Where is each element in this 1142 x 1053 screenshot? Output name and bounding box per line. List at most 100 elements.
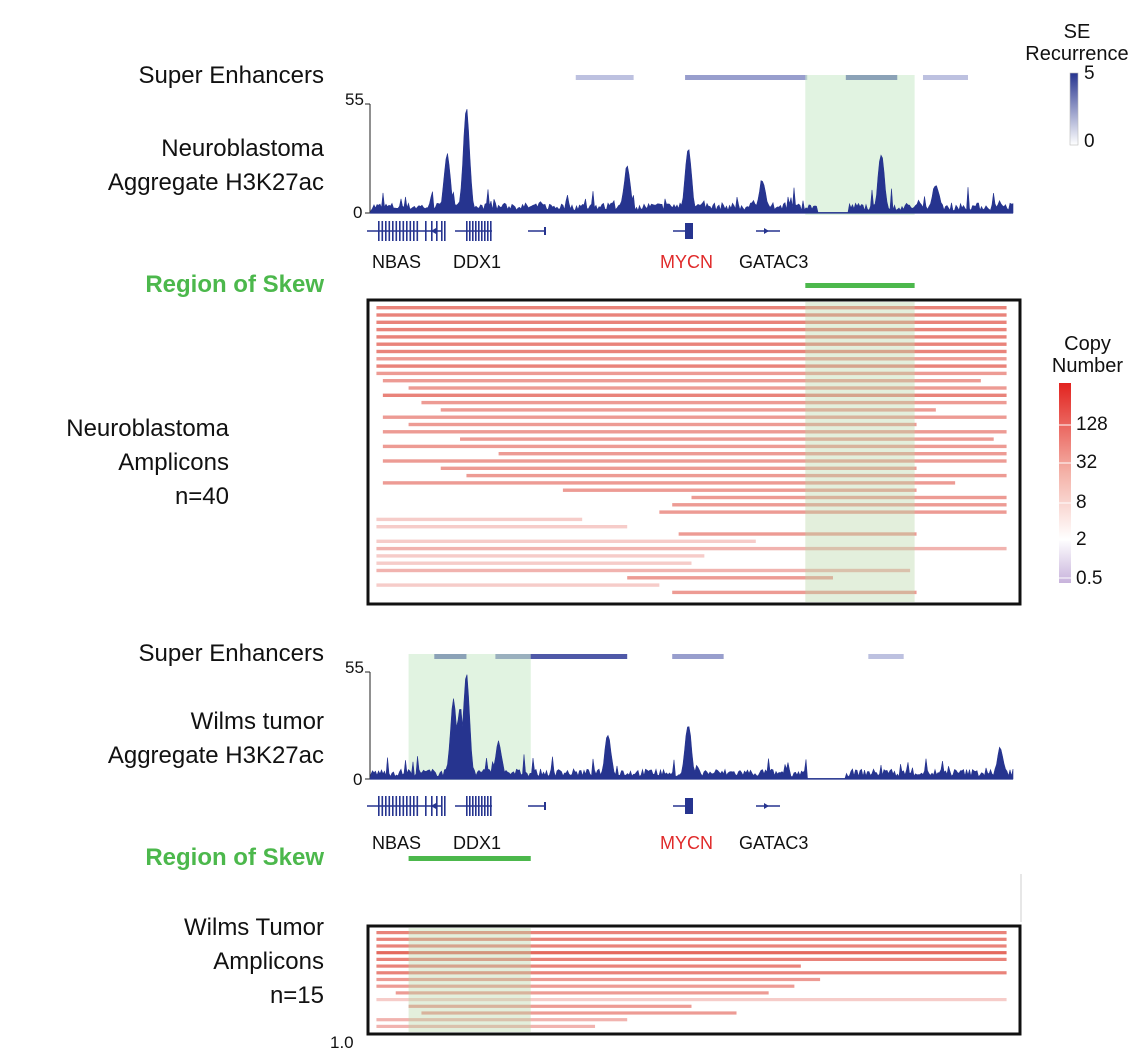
wt-amplicon-bar bbox=[395, 991, 769, 995]
nb-gene-exon bbox=[385, 221, 387, 241]
gene-label-ddx1-wt: DDX1 bbox=[453, 833, 502, 853]
gene-label-gatac3-nb: GATAC3 bbox=[739, 252, 809, 272]
nb-amplicon-bar bbox=[382, 444, 1007, 449]
nb-amplicon-bar bbox=[466, 473, 1007, 478]
nb-amplicon-bar bbox=[382, 430, 1007, 434]
se-legend-colorbar bbox=[1069, 72, 1079, 146]
nb-amplicon-bar bbox=[408, 386, 1007, 390]
wt-amplicon-bar bbox=[376, 951, 1007, 955]
wt-gene-exon bbox=[402, 796, 405, 816]
wt-gene-exon bbox=[469, 796, 471, 816]
wt-gene-exon bbox=[466, 796, 468, 816]
nb-gene-exon bbox=[487, 221, 489, 241]
wt-amplicon-bar bbox=[376, 998, 1007, 1002]
nb-gene-exon bbox=[413, 221, 415, 241]
nb-gene-exon bbox=[392, 221, 394, 241]
nb-amplicon-bar bbox=[672, 503, 1007, 507]
region-of-skew-label-nb: Region of Skew bbox=[145, 271, 324, 298]
nb-skew-highlight-heatmap bbox=[805, 302, 915, 602]
wt-gene-exon bbox=[406, 796, 408, 816]
nb-amplicon-bar bbox=[562, 488, 917, 492]
nb-amplicon-bar bbox=[382, 393, 1007, 397]
wt-gene-exon bbox=[381, 796, 384, 816]
cn-legend-tick: 2 bbox=[1076, 529, 1087, 550]
wt-gene-exon bbox=[392, 796, 394, 816]
nb-gene-strand-arrow bbox=[764, 228, 769, 234]
nb-amplicons-line3: n=40 bbox=[174, 483, 229, 510]
nb-gene-exon bbox=[399, 221, 401, 241]
nb-amplicon-bar bbox=[627, 576, 833, 580]
wt-gene-exon bbox=[475, 796, 477, 816]
nb-gene-exon bbox=[378, 221, 380, 241]
wt-gene-exon bbox=[478, 796, 480, 816]
wt-super-enhancer-bar bbox=[672, 654, 724, 659]
wt-gene-exon bbox=[395, 796, 398, 816]
nb-gene-exon bbox=[689, 223, 692, 239]
nb-super-enhancer-bar bbox=[922, 75, 968, 80]
nb-amplicon-bar bbox=[376, 561, 692, 565]
wt-axis-min: 0 bbox=[353, 770, 363, 789]
nb-amplicons-line2: Amplicons bbox=[118, 449, 229, 476]
wt-gene-exon bbox=[425, 796, 427, 816]
nb-gene-exon bbox=[472, 221, 474, 241]
wt-region-of-skew-bar bbox=[408, 856, 531, 861]
wt-amplicons-line3: n=15 bbox=[269, 982, 324, 1009]
cn-legend-title-line1: Copy bbox=[1064, 333, 1111, 355]
nb-amplicon-bar bbox=[382, 481, 956, 485]
nb-gene-exon bbox=[409, 221, 412, 241]
wt-gene-exon bbox=[484, 796, 486, 816]
gene-label-nbas-nb: NBAS bbox=[372, 252, 422, 272]
wt-amplicons-line2: Amplicons bbox=[213, 948, 324, 975]
wt-gene-exon bbox=[388, 796, 391, 816]
wt-amplicon-bar bbox=[376, 937, 1007, 941]
nb-amplicon-bar bbox=[691, 495, 1007, 500]
gene-label-mycn-wt: MYCN bbox=[660, 833, 713, 853]
region-of-skew-label-wt: Region of Skew bbox=[145, 844, 324, 871]
nb-amplicon-bar bbox=[659, 510, 1007, 514]
nb-amplicon-bar bbox=[376, 517, 583, 522]
nb-amplicons-line1: Neuroblastoma bbox=[66, 415, 229, 442]
nb-amplicon-bar bbox=[376, 320, 1007, 324]
nb-amplicon-bar bbox=[498, 452, 1007, 456]
nb-amplicon-bar bbox=[382, 415, 1007, 419]
nb-gene-exon bbox=[444, 221, 446, 241]
wt-gene-exon bbox=[481, 796, 483, 816]
wt-gene-strand-arrow bbox=[431, 803, 436, 809]
nb-gene-exon bbox=[425, 221, 427, 241]
nb-gene-strand-arrow bbox=[431, 228, 436, 234]
se-legend-max: 5 bbox=[1084, 63, 1095, 84]
nb-amplicon-bar bbox=[376, 349, 1007, 354]
wt-gene-exon bbox=[399, 796, 401, 816]
nb-amplicon-bar bbox=[376, 327, 1007, 332]
wt-amplicon-bar bbox=[376, 1018, 628, 1022]
cn-legend-tick: 0.5 bbox=[1076, 568, 1103, 589]
wt-gene-exon bbox=[378, 796, 380, 816]
nb-super-enhancer-bar bbox=[575, 75, 634, 80]
wt-amplicon-bar bbox=[376, 977, 821, 982]
nb-gene-exon bbox=[381, 221, 384, 241]
nb-amplicon-bar bbox=[460, 437, 994, 441]
nb-skew-highlight-track bbox=[805, 75, 915, 215]
nb-amplicon-bar bbox=[408, 422, 917, 427]
wt-gene-exon bbox=[544, 802, 546, 810]
wt-gene-exon bbox=[689, 798, 692, 814]
wt-signal-area bbox=[369, 674, 1014, 780]
nb-gene-exon bbox=[481, 221, 483, 241]
wt-axis-max: 55 bbox=[345, 658, 364, 677]
cn-legend-title: Copy Number bbox=[1040, 333, 1135, 377]
nb-gene-exon bbox=[402, 221, 405, 241]
wt-gene-exon bbox=[444, 796, 446, 816]
nb-gene-exon bbox=[544, 227, 546, 235]
cn-legend-tick: 8 bbox=[1076, 492, 1087, 513]
wt-gene-exon bbox=[413, 796, 415, 816]
cn-legend-tick: 32 bbox=[1076, 452, 1098, 473]
nb-gene-exon bbox=[436, 221, 438, 241]
wt-amplicon-bar bbox=[421, 1011, 737, 1015]
nb-gene-exon bbox=[441, 221, 443, 241]
wt-gene-exon bbox=[385, 796, 387, 816]
wt-amplicon-bar bbox=[376, 964, 801, 968]
gene-label-gatac3-wt: GATAC3 bbox=[739, 833, 809, 853]
nb-amplicon-bar bbox=[376, 364, 1007, 368]
nb-amplicon-bar bbox=[678, 532, 917, 536]
nb-amplicon-bar bbox=[440, 408, 936, 412]
